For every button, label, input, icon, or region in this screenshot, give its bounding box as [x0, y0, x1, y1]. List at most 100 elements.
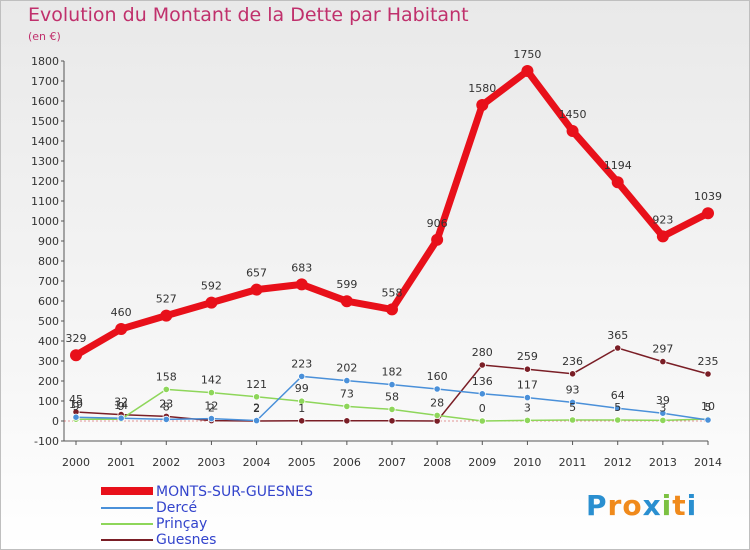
data-point	[252, 416, 261, 425]
x-tick-label: 2007	[378, 456, 406, 469]
logo-letter: r	[607, 489, 623, 522]
data-point	[298, 397, 306, 405]
data-label: 142	[201, 374, 222, 387]
data-label: 0	[479, 402, 486, 415]
data-point	[207, 414, 216, 423]
data-point	[611, 176, 624, 189]
data-label: 2	[253, 402, 260, 415]
data-label: 460	[111, 306, 132, 319]
data-label: 121	[246, 378, 267, 391]
data-point	[568, 370, 577, 378]
data-label: 599	[336, 278, 357, 291]
x-tick-label: 2006	[333, 456, 361, 469]
data-point	[207, 388, 216, 397]
data-label: 657	[246, 267, 267, 280]
x-tick-label: 2014	[694, 456, 722, 469]
logo-letter: i	[686, 489, 698, 522]
logo-letter: P	[586, 489, 608, 522]
data-point	[250, 283, 263, 296]
data-point	[252, 393, 261, 401]
y-tick-label: 1500	[31, 115, 59, 128]
y-tick-label: 1600	[31, 95, 59, 108]
y-tick-label: 0	[52, 415, 59, 428]
x-tick-label: 2011	[559, 456, 587, 469]
data-label: 19	[69, 398, 83, 411]
x-tick-label: 2010	[513, 456, 541, 469]
y-tick-label: 300	[38, 355, 59, 368]
data-label: 99	[295, 382, 309, 395]
x-tick-label: 2008	[423, 456, 451, 469]
data-label: 527	[156, 293, 177, 306]
x-tick-label: 2005	[288, 456, 316, 469]
data-point	[433, 411, 441, 419]
data-point	[70, 349, 82, 362]
data-label: 10	[701, 400, 715, 413]
data-point	[295, 278, 308, 291]
y-tick-label: 900	[38, 235, 59, 248]
series-monts-sur-guesnes	[70, 65, 714, 362]
y-tick-label: 1100	[31, 195, 59, 208]
data-label: 1750	[513, 48, 541, 61]
y-tick-label: 500	[38, 315, 59, 328]
data-label: 28	[430, 396, 444, 409]
data-label: 329	[66, 332, 87, 345]
data-label: 136	[472, 375, 493, 388]
y-tick-label: 700	[38, 275, 59, 288]
data-point	[566, 125, 579, 137]
chart-unit-label: (en €)	[28, 30, 61, 43]
y-tick-label: 600	[38, 295, 59, 308]
data-label: 5	[705, 401, 712, 414]
data-label: 906	[427, 217, 448, 230]
data-point	[702, 207, 714, 220]
data-point	[478, 361, 486, 369]
data-point	[388, 405, 396, 413]
legend-swatch	[101, 523, 153, 525]
data-label: 558	[382, 286, 403, 299]
legend-swatch	[101, 507, 153, 509]
data-point	[340, 295, 353, 308]
y-tick-label: 1400	[31, 135, 59, 148]
data-label: 297	[652, 343, 673, 356]
data-label: 2	[253, 402, 260, 415]
data-point	[568, 416, 577, 424]
data-label: 223	[291, 357, 312, 370]
x-tick-label: 2001	[107, 456, 135, 469]
data-point	[343, 376, 351, 385]
data-label: 32	[114, 396, 128, 409]
data-label: 160	[427, 370, 448, 383]
data-label: 93	[566, 383, 580, 396]
y-tick-label: 200	[38, 375, 59, 388]
data-label: 923	[652, 213, 673, 226]
chart-title: Evolution du Montant de la Dette par Hab…	[28, 4, 469, 26]
legend-label: Dercé	[156, 500, 198, 516]
data-label: 280	[472, 346, 493, 359]
data-point	[523, 416, 532, 424]
data-label: 58	[385, 390, 399, 403]
y-tick-label: 1700	[31, 75, 59, 88]
logo-letter: x	[642, 489, 662, 522]
data-label: 5	[614, 401, 621, 414]
y-tick-label: -100	[34, 435, 59, 448]
x-tick-label: 2012	[604, 456, 632, 469]
data-point	[205, 296, 218, 309]
x-tick-label: 2004	[243, 456, 271, 469]
data-label: 1450	[559, 108, 587, 121]
data-label: 14	[114, 399, 128, 412]
data-point	[162, 415, 170, 423]
data-label: 39	[656, 394, 670, 407]
data-point	[388, 380, 396, 389]
logo-letter: i	[661, 489, 673, 522]
data-point	[523, 393, 532, 402]
x-tick-label: 2000	[62, 456, 90, 469]
legend-label: Prinçay	[156, 516, 208, 532]
data-label: 592	[201, 280, 222, 293]
data-label: 235	[698, 355, 719, 368]
data-point	[115, 323, 128, 335]
data-point	[388, 417, 396, 425]
data-point	[659, 416, 667, 424]
y-tick-label: 1200	[31, 175, 59, 188]
data-label: 236	[562, 355, 583, 368]
